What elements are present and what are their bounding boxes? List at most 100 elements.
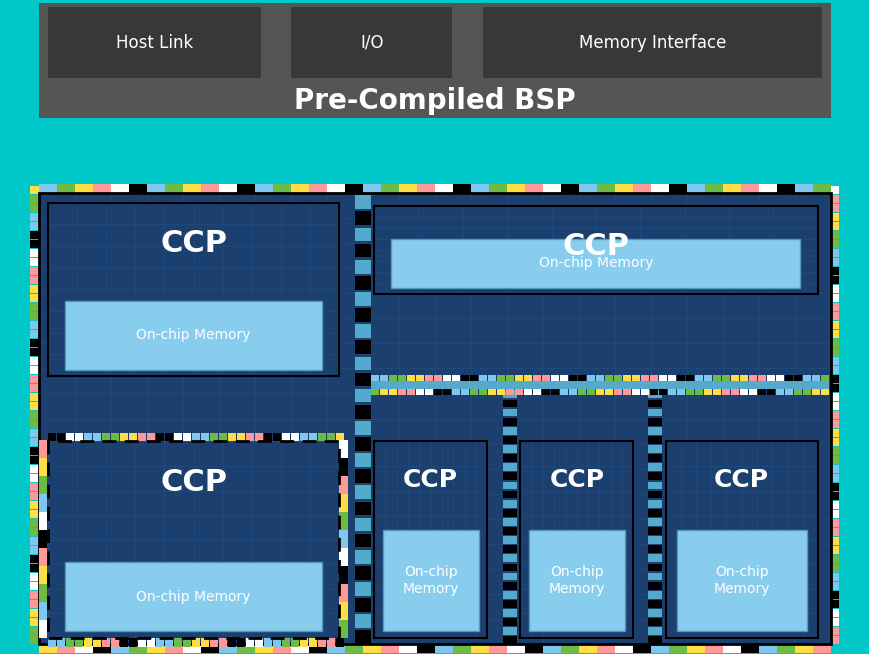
Bar — [30, 519, 38, 527]
Bar — [300, 645, 308, 653]
Bar — [282, 184, 290, 193]
Bar — [228, 645, 236, 653]
Bar — [397, 375, 405, 381]
Bar — [201, 645, 209, 653]
Bar — [399, 645, 408, 653]
Bar — [830, 591, 839, 599]
Bar — [372, 184, 381, 193]
Bar — [502, 390, 516, 398]
Bar — [174, 184, 182, 193]
Bar — [830, 356, 839, 365]
Bar — [784, 375, 792, 381]
Bar — [339, 476, 348, 485]
Text: On-chip Memory: On-chip Memory — [538, 256, 653, 270]
Bar — [647, 591, 661, 598]
Bar — [129, 433, 137, 441]
Bar — [693, 389, 702, 396]
Bar — [830, 267, 839, 275]
Bar — [355, 598, 370, 612]
Bar — [647, 445, 661, 453]
Bar — [174, 638, 182, 647]
Bar — [502, 582, 516, 589]
Bar — [355, 550, 370, 564]
Bar — [830, 258, 839, 266]
Bar — [552, 645, 560, 653]
Bar — [830, 392, 839, 401]
Bar — [488, 645, 497, 653]
Bar — [830, 636, 839, 644]
Bar — [370, 381, 828, 389]
Bar — [83, 433, 92, 441]
Bar — [552, 184, 560, 193]
Bar — [677, 645, 686, 653]
Bar — [236, 433, 245, 441]
Bar — [317, 433, 326, 441]
Bar — [813, 184, 820, 193]
Text: On-chip
Memory: On-chip Memory — [402, 565, 458, 596]
Text: CCP: CCP — [160, 468, 227, 496]
Bar — [290, 433, 299, 441]
Bar — [39, 584, 47, 593]
Bar — [813, 645, 820, 653]
Bar — [416, 645, 425, 653]
Bar — [339, 548, 348, 557]
Bar — [665, 441, 817, 638]
Bar — [641, 645, 650, 653]
Bar — [487, 375, 495, 381]
Text: On-chip
Memory: On-chip Memory — [713, 565, 769, 596]
Bar — [647, 609, 661, 617]
Bar — [255, 638, 263, 647]
Bar — [39, 645, 48, 653]
Bar — [426, 645, 434, 653]
Bar — [355, 421, 370, 435]
Bar — [502, 627, 516, 635]
Bar — [339, 611, 348, 619]
Bar — [300, 184, 308, 193]
Bar — [722, 645, 731, 653]
Bar — [48, 638, 56, 647]
Bar — [264, 645, 272, 653]
Bar — [759, 645, 766, 653]
Bar — [720, 389, 729, 396]
Bar — [30, 402, 38, 410]
Bar — [830, 375, 839, 383]
Bar — [534, 645, 542, 653]
Bar — [327, 433, 335, 441]
Bar — [209, 433, 218, 441]
Bar — [129, 638, 137, 647]
Bar — [263, 638, 272, 647]
Bar — [502, 481, 516, 489]
Bar — [210, 184, 218, 193]
Bar — [424, 375, 432, 381]
Bar — [246, 645, 255, 653]
Bar — [561, 184, 569, 193]
Bar — [658, 389, 666, 396]
Bar — [388, 389, 396, 396]
Bar — [339, 530, 348, 539]
Bar — [182, 638, 191, 647]
Bar — [647, 481, 661, 489]
Bar — [830, 483, 839, 491]
Bar — [30, 617, 38, 626]
Bar — [48, 441, 339, 638]
Bar — [647, 600, 661, 608]
Bar — [695, 184, 704, 193]
Bar — [482, 7, 821, 78]
Bar — [318, 645, 327, 653]
Bar — [355, 276, 370, 290]
Bar — [327, 638, 335, 647]
Bar — [30, 330, 38, 338]
Bar — [39, 557, 47, 566]
Bar — [39, 548, 47, 557]
Bar — [93, 645, 102, 653]
Bar — [830, 420, 839, 428]
Bar — [505, 389, 513, 396]
Bar — [93, 184, 102, 193]
Bar — [30, 464, 38, 473]
Bar — [830, 545, 839, 554]
Bar — [641, 184, 650, 193]
Bar — [623, 184, 632, 193]
Bar — [647, 545, 661, 553]
Bar — [339, 458, 348, 467]
Bar — [502, 545, 516, 553]
